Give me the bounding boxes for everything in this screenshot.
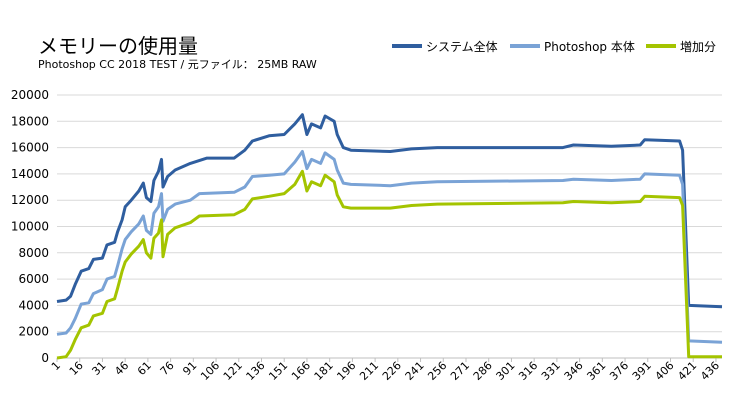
y-tick-label-18000: 18000: [11, 114, 49, 128]
x-tick-label-91: 91: [180, 359, 199, 378]
x-tick-label-391: 391: [630, 359, 654, 383]
x-tick-label-136: 136: [244, 359, 268, 383]
y-tick-label-0: 0: [41, 351, 49, 365]
x-tick-label-16: 16: [67, 359, 86, 378]
series-line-2: [56, 169, 722, 360]
x-tick-label-46: 46: [112, 359, 131, 378]
legend-swatch-photoshop: [510, 44, 540, 48]
x-tick-label-151: 151: [266, 359, 290, 383]
x-tick-label-196: 196: [334, 359, 358, 383]
legend-item-increase: 増加分: [646, 38, 716, 54]
x-tick-label-421: 421: [675, 359, 699, 383]
y-tick-label-14000: 14000: [11, 167, 49, 181]
legend-swatch-increase: [646, 44, 676, 48]
y-tick-label-10000: 10000: [11, 220, 49, 234]
x-tick-label-1: 1: [49, 359, 63, 373]
legend-swatch-system: [392, 44, 422, 48]
chart-subtitle: Photoshop CC 2018 TEST / 元ファイル： 25MB RAW: [38, 58, 317, 71]
x-tick-label-346: 346: [562, 359, 586, 383]
legend-label-increase: 増加分: [680, 39, 717, 54]
x-tick-label-316: 316: [516, 359, 540, 383]
x-tick-label-76: 76: [158, 359, 177, 378]
y-tick-label-6000: 6000: [18, 272, 49, 286]
x-tick-label-241: 241: [403, 359, 427, 383]
y-tick-label-8000: 8000: [18, 246, 49, 260]
y-tick-label-20000: 20000: [11, 88, 49, 102]
x-tick-label-256: 256: [425, 359, 449, 383]
x-tick-label-376: 376: [607, 359, 631, 383]
series-line-1: [56, 150, 723, 344]
y-tick-label-4000: 4000: [18, 298, 49, 312]
x-tick-label-106: 106: [198, 359, 222, 383]
x-tick-label-226: 226: [380, 359, 404, 383]
x-tick-label-286: 286: [471, 359, 495, 383]
x-tick-label-301: 301: [494, 359, 518, 383]
legend-item-photoshop: Photoshop 本体: [510, 38, 635, 54]
x-tick-label-121: 121: [221, 359, 245, 383]
x-tick-label-271: 271: [448, 359, 472, 383]
x-tick-label-406: 406: [653, 359, 677, 383]
x-tick-label-181: 181: [312, 359, 336, 383]
x-tick-label-61: 61: [135, 359, 154, 378]
x-tick-label-211: 211: [357, 359, 381, 383]
y-tick-label-2000: 2000: [18, 325, 49, 339]
y-tick-label-16000: 16000: [11, 141, 49, 155]
x-tick-label-31: 31: [89, 359, 108, 378]
x-tick-label-361: 361: [584, 359, 608, 383]
x-tick-label-331: 331: [539, 359, 563, 383]
x-tick-label-166: 166: [289, 359, 313, 383]
legend-label-photoshop: Photoshop 本体: [544, 39, 635, 54]
chart-title: メモリーの使用量: [38, 34, 198, 58]
y-tick-label-12000: 12000: [11, 193, 49, 207]
series-line-0: [56, 113, 723, 309]
legend-label-system: システム全体: [426, 39, 498, 54]
x-tick-label-436: 436: [698, 359, 722, 383]
legend-item-system: システム全体: [392, 38, 498, 54]
